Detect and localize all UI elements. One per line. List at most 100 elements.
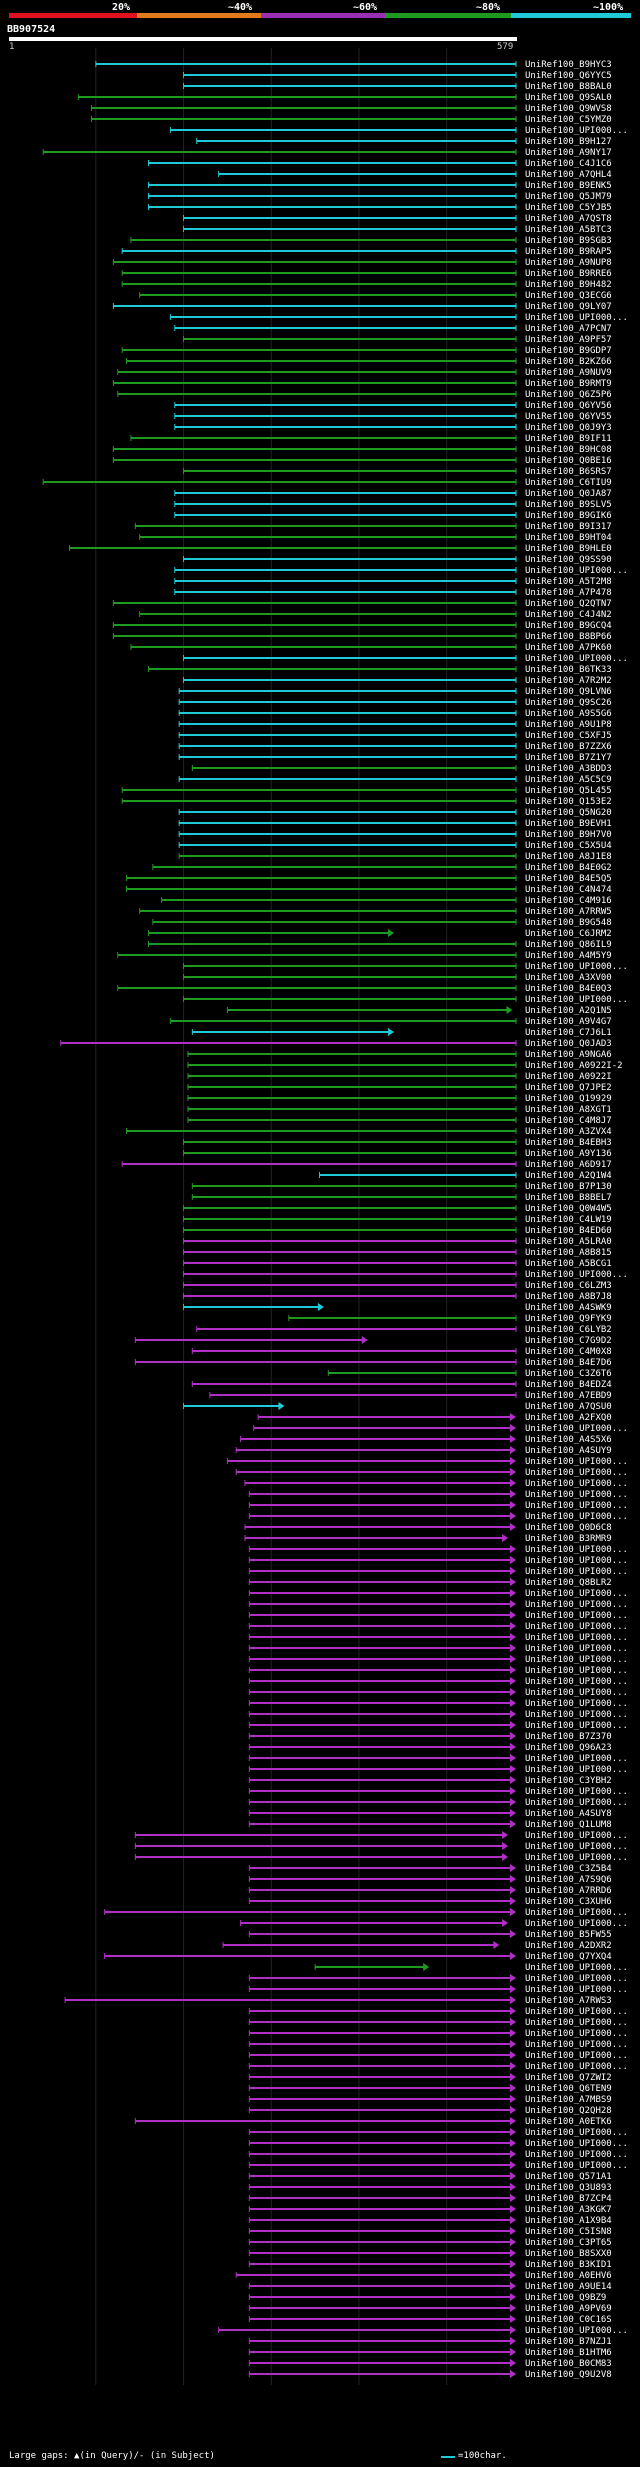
- hit-end-arrow: [510, 2238, 516, 2246]
- hit-label: UniRef100_Q7YXQ4: [525, 1952, 612, 1962]
- hit-label: UniRef100_A7EBD9: [525, 1391, 612, 1401]
- hit-label: UniRef100_B9HT04: [525, 533, 612, 543]
- hit-end-arrow: [361, 1336, 368, 1344]
- hit-label: UniRef100_UPI000...: [525, 2040, 628, 2050]
- identity-color-legend: 20% ~40% ~60% ~80% ~100%: [0, 0, 640, 24]
- hit-label: UniRef100_UPI000...: [525, 1710, 628, 1720]
- hit-label: UniRef100_B8BAL0: [525, 82, 612, 92]
- hit-label: UniRef100_UPI000...: [525, 1468, 628, 1478]
- hit-end-arrow: [510, 2205, 516, 2213]
- hit-label: UniRef100_A5BCG1: [525, 1259, 612, 1269]
- hit-end-arrow: [510, 2095, 516, 2103]
- hit-end-arrow: [510, 1787, 516, 1795]
- hit-label: UniRef100_A7RWS3: [525, 1996, 612, 2006]
- hit-end-arrow: [510, 1633, 516, 1641]
- hit-label: UniRef100_C7G9D2: [525, 1336, 612, 1346]
- hit-end-arrow: [510, 2315, 516, 2323]
- hit-label: UniRef100_A7P478: [525, 588, 612, 598]
- scale-bar: [441, 2456, 455, 2458]
- hit-end-arrow: [510, 1501, 516, 1509]
- hit-label: UniRef100_B4E0G2: [525, 863, 612, 873]
- hit-end-arrow: [502, 1842, 509, 1850]
- hit-label: UniRef100_B9H7V0: [525, 830, 612, 840]
- hit-end-arrow: [510, 2337, 516, 2345]
- hit-end-arrow: [510, 2359, 516, 2367]
- hit-end-arrow: [510, 1413, 516, 1421]
- hit-label: UniRef100_Q3ECG6: [525, 291, 612, 301]
- hit-label: UniRef100_Q7ZWI2: [525, 2073, 612, 2083]
- hit-end-arrow: [493, 1941, 500, 1949]
- hit-label: UniRef100_A3BDD3: [525, 764, 612, 774]
- hit-label: UniRef100_A3ZVX4: [525, 1127, 612, 1137]
- hit-label: UniRef100_Q0BE16: [525, 456, 612, 466]
- hit-end-arrow: [510, 1424, 516, 1432]
- hit-label: UniRef100_UPI000...: [525, 1721, 628, 1731]
- hit-label: UniRef100_B9HYC3: [525, 60, 612, 70]
- hit-label: UniRef100_C4M916: [525, 896, 612, 906]
- hit-label: UniRef100_UPI000...: [525, 1567, 628, 1577]
- hit-label: UniRef100_UPI000...: [525, 566, 628, 576]
- hit-label: UniRef100_Q2QH28: [525, 2106, 612, 2116]
- hit-label: UniRef100_UPI000...: [525, 1908, 628, 1918]
- hit-end-arrow: [317, 1303, 324, 1311]
- hit-label: UniRef100_B9RAP5: [525, 247, 612, 257]
- legend-swatch-100: [511, 13, 631, 18]
- hit-label: UniRef100_Q0JAD3: [525, 1039, 612, 1049]
- hit-label: UniRef100_UPI000...: [525, 2161, 628, 2171]
- hit-label: UniRef100_A0EHV6: [525, 2271, 612, 2281]
- hit-label: UniRef100_B9HLE0: [525, 544, 612, 554]
- hit-label: UniRef100_C4LW19: [525, 1215, 612, 1225]
- hit-end-arrow: [510, 1677, 516, 1685]
- hit-label: UniRef100_C4J4N2: [525, 610, 612, 620]
- hit-end-arrow: [510, 2139, 516, 2147]
- hit-label: UniRef100_A0ETK6: [525, 2117, 612, 2127]
- hit-end-arrow: [510, 1897, 516, 1905]
- hit-label: UniRef100_A7RRD6: [525, 1886, 612, 1896]
- hit-label: UniRef100_UPI000...: [525, 654, 628, 664]
- hit-end-arrow: [510, 1985, 516, 1993]
- hit-label: UniRef100_B2KZ66: [525, 357, 612, 367]
- legend-swatch-40: [137, 13, 261, 18]
- hit-label: UniRef100_UPI000...: [525, 1655, 628, 1665]
- hit-label: UniRef100_B4E7D6: [525, 1358, 612, 1368]
- hit-end-arrow: [510, 1490, 516, 1498]
- hit-label: UniRef100_A9UE14: [525, 2282, 612, 2292]
- hit-label: UniRef100_B9RRE6: [525, 269, 612, 279]
- hit-end-arrow: [510, 1446, 516, 1454]
- hit-label: UniRef100_UPI000...: [525, 1699, 628, 1709]
- hit-end-arrow: [510, 2073, 516, 2081]
- hit-end-arrow: [388, 1028, 395, 1036]
- hit-end-arrow: [510, 2304, 516, 2312]
- hit-label: UniRef100_B3KID1: [525, 2260, 612, 2270]
- hit-end-arrow: [510, 1589, 516, 1597]
- hit-label: UniRef100_UPI000...: [525, 126, 628, 136]
- hit-label: UniRef100_B4E0Q3: [525, 984, 612, 994]
- hit-label: UniRef100_Q9SS90: [525, 555, 612, 565]
- hit-label: UniRef100_A8B815: [525, 1248, 612, 1258]
- hit-label: UniRef100_B9GDP7: [525, 346, 612, 356]
- hit-label: UniRef100_B7ZZX6: [525, 742, 612, 752]
- hit-end-arrow: [510, 2216, 516, 2224]
- hit-end-arrow: [510, 1952, 516, 1960]
- hit-end-arrow: [510, 1875, 516, 1883]
- legend-label-100: ~100%: [593, 2, 624, 13]
- hit-label: UniRef100_UPI000...: [525, 1677, 628, 1687]
- hit-end-arrow: [510, 1798, 516, 1806]
- hit-label: UniRef100_B9GCQ4: [525, 621, 612, 631]
- hit-label: UniRef100_B9G548: [525, 918, 612, 928]
- hit-label: UniRef100_A8B7J8: [525, 1292, 612, 1302]
- hit-label: UniRef100_A2DXR2: [525, 1941, 612, 1951]
- hit-label: UniRef100_Q5NG20: [525, 808, 612, 818]
- hit-end-arrow: [510, 1479, 516, 1487]
- hit-end-arrow: [510, 2106, 516, 2114]
- hit-end-arrow: [510, 2194, 516, 2202]
- hit-label: UniRef100_Q19929: [525, 1094, 612, 1104]
- hit-label: UniRef100_Q6YV55: [525, 412, 612, 422]
- hit-label: UniRef100_A7MBS9: [525, 2095, 612, 2105]
- hit-label: UniRef100_Q0JA87: [525, 489, 612, 499]
- hit-label: UniRef100_A7S9Q6: [525, 1875, 612, 1885]
- hit-label: UniRef100_Q6Z5P6: [525, 390, 612, 400]
- hit-label: UniRef100_UPI000...: [525, 2007, 628, 2017]
- hit-label: UniRef100_A9PV69: [525, 2304, 612, 2314]
